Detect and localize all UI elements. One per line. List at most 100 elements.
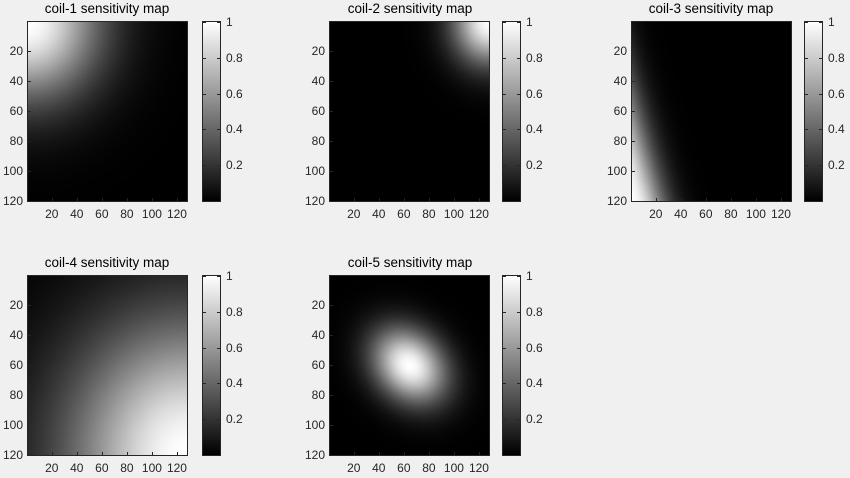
colorbar-tick-mark	[203, 165, 206, 167]
y-tick-label: 120	[2, 448, 23, 462]
y-tick-mark	[632, 170, 635, 172]
x-tick-label: 40	[372, 461, 386, 475]
y-tick-label: 60	[9, 103, 23, 118]
x-tick-mark	[428, 198, 430, 201]
y-tick-label: 20	[311, 43, 325, 58]
y-tick-label: 100	[304, 163, 325, 178]
colorbar-tick-label: 0.4	[226, 376, 243, 391]
y-tick-mark	[28, 110, 31, 112]
colorbar-tick-label: 1	[828, 15, 835, 29]
colorbar-tick-mark	[517, 22, 520, 23]
y-tick-mark	[330, 424, 333, 426]
colorbar-tick-mark	[217, 419, 220, 421]
colorbar-tick-mark	[517, 57, 520, 59]
subplot-title: coil-2 sensitivity map	[347, 1, 473, 16]
heatmap-canvas	[28, 22, 187, 201]
x-tick-mark	[755, 198, 757, 201]
colorbar-tick-label: 1	[226, 15, 233, 29]
x-tick-label: 80	[120, 207, 134, 221]
subplot-title: coil-3 sensitivity map	[648, 1, 774, 16]
y-tick-label: 80	[311, 387, 325, 402]
x-tick-label: 120	[166, 461, 187, 475]
x-tick-mark	[76, 198, 78, 201]
x-tick-label: 80	[422, 461, 436, 475]
colorbar-tick-mark	[805, 129, 808, 131]
x-tick-mark	[101, 452, 103, 455]
x-tick-mark	[453, 198, 455, 201]
x-tick-mark	[680, 198, 682, 201]
y-tick-label: 100	[2, 417, 23, 432]
x-tick-mark	[403, 198, 405, 201]
y-tick-label: 20	[311, 297, 325, 312]
x-tick-mark	[655, 198, 657, 201]
colorbar-tick-label: 0.6	[526, 86, 543, 101]
y-tick-label: 20	[9, 297, 23, 312]
colorbar-tick-label: 0.2	[526, 412, 543, 427]
y-tick-label: 80	[9, 133, 23, 148]
x-tick-mark	[478, 452, 480, 455]
colorbar-tick-mark	[819, 93, 822, 95]
x-tick-label: 100	[141, 207, 162, 221]
colorbar-tick-mark	[203, 383, 206, 385]
y-tick-mark	[28, 364, 31, 366]
y-tick-mark	[28, 424, 31, 426]
heatmap-image	[329, 21, 490, 202]
x-tick-mark	[51, 198, 53, 201]
colorbar-tick-mark	[517, 276, 520, 277]
y-tick-mark	[330, 304, 333, 306]
x-tick-mark	[353, 452, 355, 455]
heatmap-image	[631, 21, 792, 202]
heatmap-canvas	[330, 276, 489, 455]
x-tick-label: 80	[422, 207, 436, 221]
x-tick-mark	[76, 452, 78, 455]
x-tick-label: 100	[443, 461, 464, 475]
colorbar-tick-mark	[503, 347, 506, 349]
colorbar-tick-mark	[805, 57, 808, 59]
heatmap-image	[27, 21, 188, 202]
y-tick-label: 40	[9, 327, 23, 342]
y-tick-mark	[330, 394, 333, 396]
y-tick-label: 100	[2, 163, 23, 178]
colorbar-tick-mark	[503, 93, 506, 95]
heatmap-canvas	[632, 22, 791, 201]
colorbar-tick-label: 0.4	[828, 122, 845, 137]
y-tick-mark	[28, 201, 31, 202]
y-tick-mark	[330, 80, 333, 82]
colorbar-tick-mark	[503, 22, 506, 23]
x-tick-mark	[705, 198, 707, 201]
x-tick-label: 120	[468, 461, 489, 475]
x-tick-mark	[730, 198, 732, 201]
x-tick-mark	[51, 452, 53, 455]
y-tick-label: 20	[9, 43, 23, 58]
colorbar-tick-label: 0.4	[526, 376, 543, 391]
y-tick-label: 60	[613, 103, 627, 118]
x-tick-label: 60	[95, 207, 109, 221]
y-tick-mark	[330, 50, 333, 52]
subplot-title: coil-4 sensitivity map	[44, 255, 170, 270]
x-tick-label: 60	[397, 461, 411, 475]
y-tick-mark	[330, 201, 333, 202]
x-tick-mark	[176, 198, 178, 201]
colorbar-tick-label: 0.2	[226, 158, 243, 173]
colorbar-tick-mark	[217, 93, 220, 95]
colorbar-tick-mark	[203, 129, 206, 131]
heatmap-image	[27, 275, 188, 456]
y-tick-mark	[28, 334, 31, 336]
x-tick-label: 40	[70, 207, 84, 221]
y-tick-mark	[632, 201, 635, 202]
colorbar-tick-mark	[503, 57, 506, 59]
colorbar	[202, 275, 221, 456]
y-tick-label: 100	[304, 417, 325, 432]
y-tick-mark	[28, 140, 31, 142]
colorbar	[502, 275, 521, 456]
colorbar-tick-mark	[217, 347, 220, 349]
colorbar-tick-mark	[517, 165, 520, 167]
y-tick-label: 60	[311, 357, 325, 372]
y-tick-label: 120	[2, 194, 23, 208]
y-tick-label: 80	[613, 133, 627, 148]
colorbar-tick-mark	[217, 276, 220, 277]
colorbar-tick-mark	[503, 129, 506, 131]
colorbar-tick-mark	[503, 165, 506, 167]
